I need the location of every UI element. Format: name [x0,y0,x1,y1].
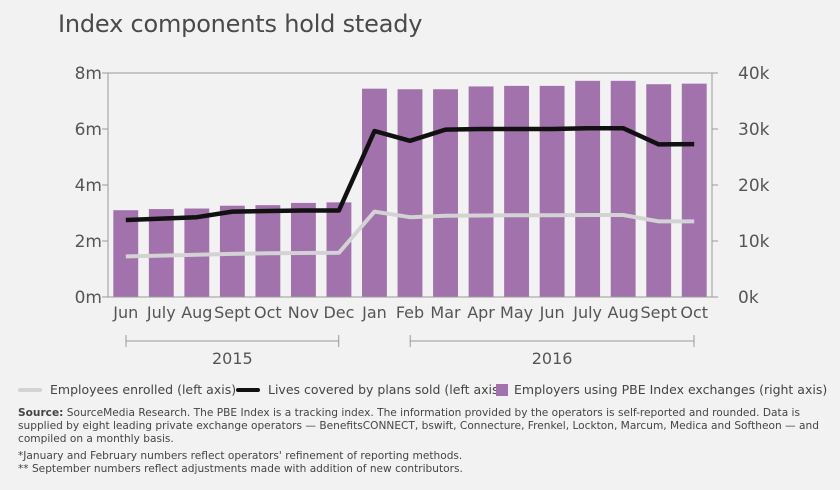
source-text: SourceMedia Research. The PBE Index is a… [18,407,819,445]
right-axis-tick-label: 0k [738,288,759,308]
line-employees-enrolled [125,209,695,259]
bar-employers [397,89,423,298]
x-tick-label: Nov [288,303,319,322]
right-axis-tick-label: 20k [738,176,770,196]
bar-employers [646,84,672,297]
notes: Source: SourceMedia Research. The PBE In… [18,407,830,476]
left-axis-tick-label: 2m [75,232,102,252]
bar-employers [148,209,174,297]
source-label: Source: [18,407,64,419]
x-tick-label: July [572,303,602,322]
legend-label-lives: Lives covered by plans sold (left axis) [268,382,504,397]
legend-label-employees: Employees enrolled (left axis) [50,382,237,397]
legend-swatch-employers [496,383,508,396]
right-axis-tick-label: 10k [738,232,770,252]
left-axis-tick-label: 8m [75,64,102,84]
bar-employers [219,205,245,297]
legend-swatch-lives [236,387,260,392]
x-tick-label: Feb [396,303,424,322]
x-tick-label: Jun [539,303,565,322]
right-axis-tick-label: 30k [738,120,770,140]
x-tick-label: Oct [680,303,708,322]
bar-employers [255,205,281,297]
bar-employers [468,86,494,297]
bar-employers [575,80,601,297]
x-tick-label: July [146,303,176,322]
left-axis-tick-label: 4m [75,176,102,196]
bar-employers [539,85,565,297]
bar-employers [290,202,316,297]
legend-item-employees: Employees enrolled (left axis) [18,382,236,397]
x-tick-label: Dec [323,303,354,322]
bar-employers [362,88,387,298]
x-tick-label: Aug [608,303,639,322]
x-tick-label: Sept [640,303,676,322]
x-tick-label: May [500,303,533,322]
bar-employers [326,202,352,297]
left-axis-tick-label: 6m [75,120,102,140]
x-tick-label: Aug [181,303,212,322]
right-axis-tick-label: 40k [738,64,770,84]
bar-employers [504,85,530,297]
legend-item-employers: Employers using PBE Index exchanges (rig… [496,382,827,397]
legend-swatch-employees [18,387,42,392]
source-note: Source: SourceMedia Research. The PBE In… [18,407,830,446]
left-axis-tick-label: 0m [75,288,102,308]
bar-employers [113,210,139,297]
x-tick-label: Apr [467,303,495,322]
year-label: 2015 [212,349,253,368]
chart-title: Index components hold steady [58,10,423,38]
bar-employers [681,83,707,297]
bar-employers [433,89,458,298]
legend-label-employers: Employers using PBE Index exchanges (rig… [514,382,828,397]
year-label: 2016 [532,349,573,368]
x-tick-label: Mar [430,303,461,322]
footnote-september: ** September numbers reflect adjustments… [18,463,463,475]
bar-employers [610,80,636,297]
legend-item-lives: Lives covered by plans sold (left axis) [236,382,503,397]
line-lives-covered [125,125,695,223]
x-tick-label: Jun [112,303,138,322]
footnote-january: *January and February numbers reflect op… [18,450,463,462]
x-tick-label: Oct [254,303,282,322]
x-tick-label: Jan [361,303,387,322]
x-tick-label: Sept [214,303,250,322]
